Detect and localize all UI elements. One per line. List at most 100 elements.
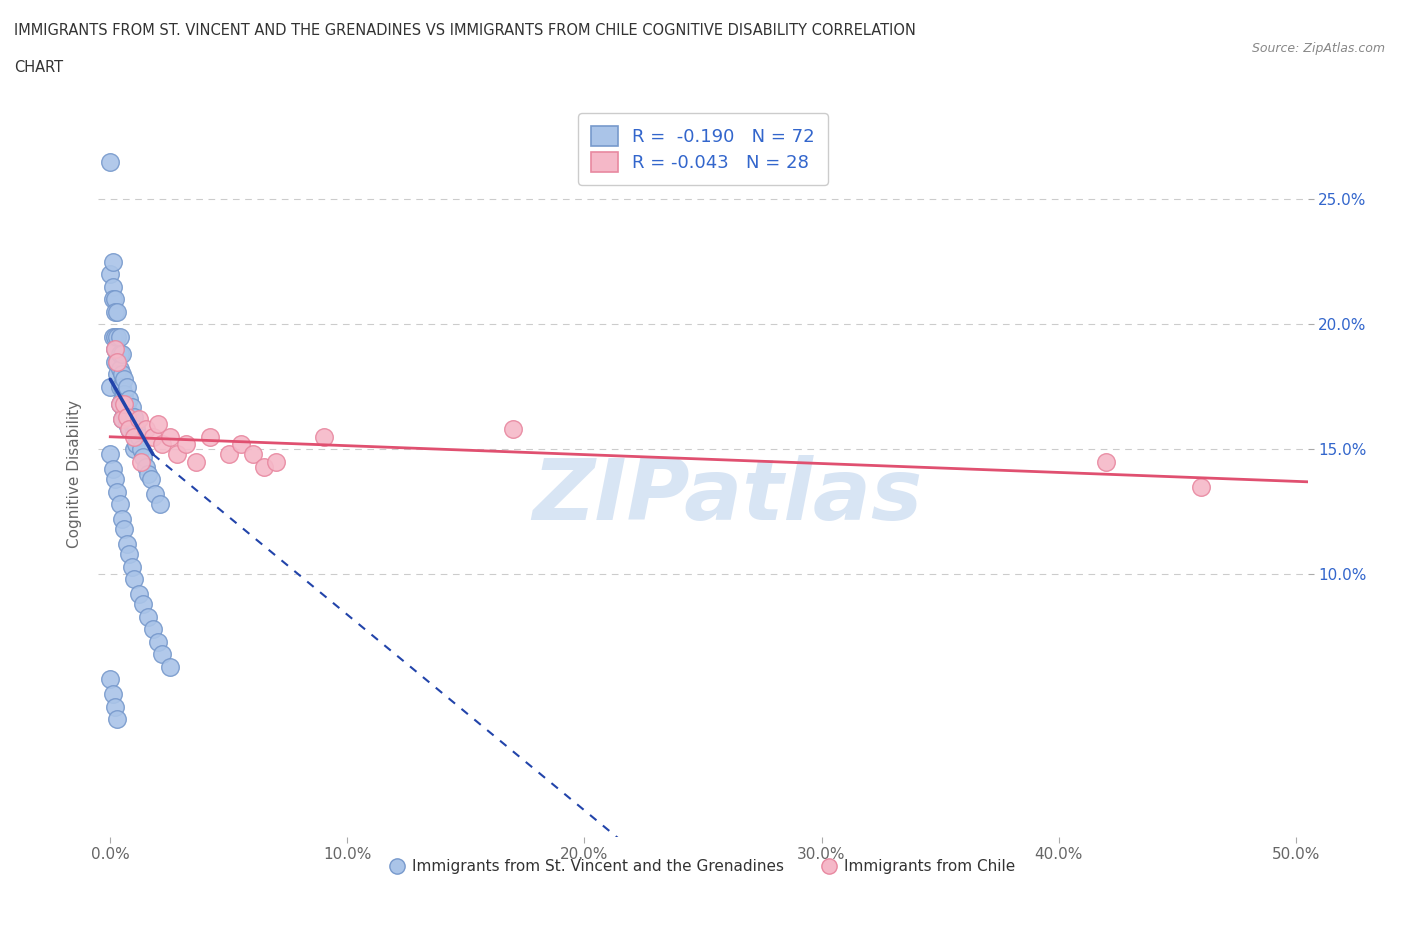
Point [111,392,134,406]
Point [114,522,136,537]
Point [105,354,128,369]
Point [159,430,181,445]
Point [108,347,131,362]
Text: CHART: CHART [14,60,63,75]
Point [104,292,127,307]
Point [108,362,131,377]
Point [114,397,136,412]
Point [502,422,524,437]
Text: IMMIGRANTS FROM ST. VINCENT AND THE GRENADINES VS IMMIGRANTS FROM CHILE COGNITIV: IMMIGRANTS FROM ST. VINCENT AND THE GREN… [14,23,915,38]
Point [146,417,169,432]
Text: ZIPatlas: ZIPatlas [531,455,922,538]
Point [166,446,188,461]
Point [125,422,148,437]
Point [1095,455,1118,470]
Point [101,279,124,294]
Point [121,399,143,414]
Point [104,354,127,369]
Point [98,379,121,394]
Point [111,412,134,427]
Legend: Immigrants from St. Vincent and the Grenadines, Immigrants from Chile: Immigrants from St. Vincent and the Gren… [385,853,1021,880]
Point [115,417,138,432]
Point [108,497,131,512]
Point [136,467,159,482]
Point [218,446,240,461]
Point [101,292,124,307]
Point [98,672,121,687]
Point [105,329,128,344]
Point [118,392,141,406]
Point [122,424,145,439]
Point [142,430,165,445]
Point [146,634,169,649]
Point [115,409,138,424]
Point [104,304,127,319]
Point [128,430,150,445]
Point [105,712,128,727]
Point [114,387,136,402]
Point [132,597,155,612]
Point [143,487,166,502]
Point [312,430,335,445]
Point [198,430,221,445]
Point [104,342,127,357]
Point [111,512,134,526]
Point [108,397,131,412]
Point [264,455,287,470]
Point [118,422,141,437]
Point [114,372,136,387]
Point [1189,479,1212,494]
Point [121,417,143,432]
Point [122,430,145,445]
Point [104,329,127,344]
Point [242,446,264,461]
Point [229,437,252,452]
Point [101,329,124,344]
Point [135,422,157,437]
Point [111,366,134,381]
Point [149,497,172,512]
Point [118,406,141,421]
Point [152,647,174,662]
Point [108,379,131,394]
Text: Source: ZipAtlas.com: Source: ZipAtlas.com [1251,42,1385,55]
Point [184,455,207,470]
Point [142,622,165,637]
Point [98,154,121,169]
Point [108,397,131,412]
Point [105,354,128,369]
Y-axis label: Cognitive Disability: Cognitive Disability [67,400,83,549]
Point [128,412,150,427]
Point [98,446,121,461]
Point [111,412,134,427]
Point [132,449,155,464]
Point [121,560,143,575]
Point [114,405,136,419]
Point [104,699,127,714]
Point [253,459,276,474]
Point [129,442,152,457]
Point [111,379,134,394]
Point [104,342,127,357]
Point [108,329,131,344]
Point [122,442,145,457]
Point [101,254,124,269]
Point [111,347,134,362]
Point [122,572,145,587]
Point [125,437,148,452]
Point [104,472,127,486]
Point [98,267,121,282]
Point [115,379,138,394]
Point [115,537,138,551]
Point [129,455,152,470]
Point [118,547,141,562]
Point [105,304,128,319]
Point [105,366,128,381]
Point [118,422,141,437]
Point [152,437,174,452]
Point [101,687,124,702]
Point [136,609,159,624]
Point [159,659,181,674]
Point [105,485,128,499]
Point [174,437,197,452]
